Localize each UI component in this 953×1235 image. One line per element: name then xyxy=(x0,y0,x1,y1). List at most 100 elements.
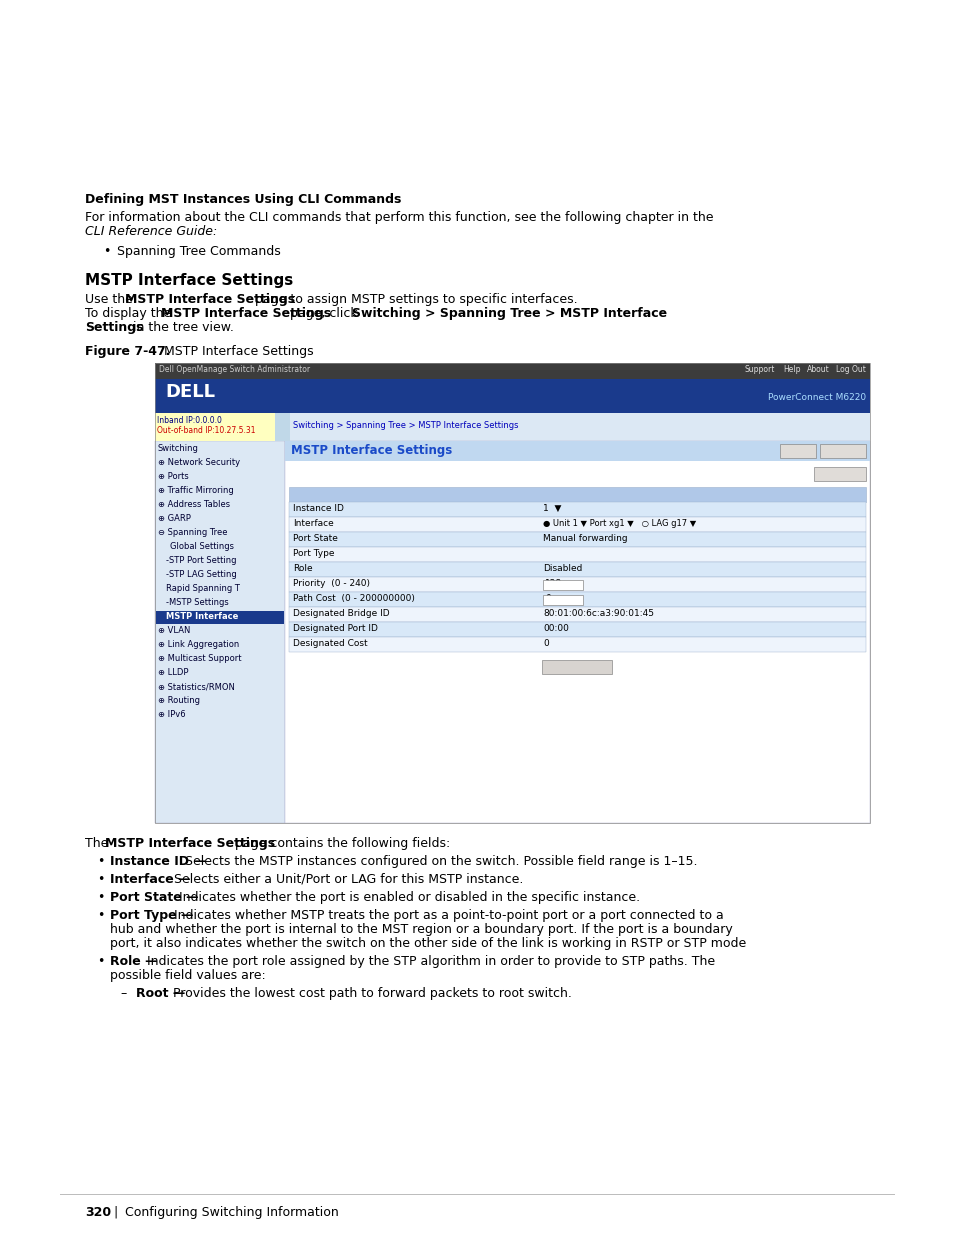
Text: MSTP Interface Settings: MSTP Interface Settings xyxy=(125,293,295,306)
Text: •: • xyxy=(103,245,111,258)
Text: Instance ID: Instance ID xyxy=(293,504,343,513)
Bar xyxy=(285,441,869,823)
Bar xyxy=(289,547,865,562)
Text: Indicates whether the port is enabled or disabled in the specific instance.: Indicates whether the port is enabled or… xyxy=(175,890,639,904)
Text: Interface —: Interface — xyxy=(110,873,191,885)
Text: Indicates the port role assigned by the STP algorithm in order to provide to STP: Indicates the port role assigned by the … xyxy=(143,955,714,968)
Text: -STP Port Setting: -STP Port Setting xyxy=(166,556,236,564)
Bar xyxy=(289,622,865,637)
Text: 128: 128 xyxy=(544,579,561,588)
Text: MSTP Interface Settings: MSTP Interface Settings xyxy=(291,445,452,457)
Text: Global Settings: Global Settings xyxy=(170,542,233,551)
Bar xyxy=(289,637,865,652)
Bar xyxy=(542,595,582,605)
Text: PowerConnect M6220: PowerConnect M6220 xyxy=(767,393,865,403)
Bar xyxy=(289,577,865,592)
Text: possible field values are:: possible field values are: xyxy=(110,969,266,982)
Text: ⊕ Address Tables: ⊕ Address Tables xyxy=(158,500,230,509)
Text: page to assign MSTP settings to specific interfaces.: page to assign MSTP settings to specific… xyxy=(251,293,577,306)
Text: page contains the following fields:: page contains the following fields: xyxy=(231,837,449,850)
Text: Port State —: Port State — xyxy=(110,890,198,904)
Bar xyxy=(813,467,865,480)
Text: Log Out: Log Out xyxy=(835,366,865,374)
Text: Designated Port ID: Designated Port ID xyxy=(293,624,377,634)
Text: Provides the lowest cost path to forward packets to root switch.: Provides the lowest cost path to forward… xyxy=(169,987,571,1000)
Bar xyxy=(154,379,869,412)
Text: 0: 0 xyxy=(542,638,548,648)
Text: Use the: Use the xyxy=(85,293,136,306)
Text: Switching > Spanning Tree > MSTP Interface Settings: Switching > Spanning Tree > MSTP Interfa… xyxy=(293,421,518,430)
Text: Show All: Show All xyxy=(821,468,857,477)
Text: •: • xyxy=(97,855,104,868)
Text: ⊕ Traffic Mirroring: ⊕ Traffic Mirroring xyxy=(158,487,233,495)
Text: ⊕ Statistics/RMON: ⊕ Statistics/RMON xyxy=(158,682,234,692)
Text: MSTP Interface Settings: MSTP Interface Settings xyxy=(161,308,331,320)
Text: MSTP Interface: MSTP Interface xyxy=(166,613,238,621)
Text: Port Type —: Port Type — xyxy=(110,909,193,923)
Text: Root —: Root — xyxy=(136,987,185,1000)
Text: Help: Help xyxy=(782,366,800,374)
Bar xyxy=(285,441,869,461)
Text: CLI Reference Guide:: CLI Reference Guide: xyxy=(85,225,217,238)
Text: Manual forwarding: Manual forwarding xyxy=(542,534,627,543)
Text: ⊕ VLAN: ⊕ VLAN xyxy=(158,626,191,635)
Text: The: The xyxy=(85,837,112,850)
Text: ⊕ LLDP: ⊕ LLDP xyxy=(158,668,189,677)
Bar xyxy=(154,412,869,441)
Text: To display the: To display the xyxy=(85,308,175,320)
Text: Print: Print xyxy=(787,445,806,454)
Text: Disabled: Disabled xyxy=(542,564,581,573)
Text: ⊕ Ports: ⊕ Ports xyxy=(158,472,189,480)
Text: ⊕ GARP: ⊕ GARP xyxy=(158,514,191,522)
Bar xyxy=(542,580,582,590)
Text: ⊕ Multicast Support: ⊕ Multicast Support xyxy=(158,655,241,663)
Text: MSTP Interface Settings: MSTP Interface Settings xyxy=(105,837,275,850)
Text: ⊕ Network Security: ⊕ Network Security xyxy=(158,458,240,467)
Bar xyxy=(289,562,865,577)
Bar xyxy=(156,611,284,624)
Bar xyxy=(289,606,865,622)
Bar xyxy=(274,412,290,441)
Bar xyxy=(819,445,865,458)
Bar xyxy=(289,532,865,547)
Text: in the tree view.: in the tree view. xyxy=(129,321,233,333)
Bar xyxy=(542,659,612,674)
Bar xyxy=(154,363,869,823)
Text: About: About xyxy=(806,366,828,374)
Text: Interface: Interface xyxy=(293,519,334,529)
Text: ⊕ IPv6: ⊕ IPv6 xyxy=(158,710,186,719)
Bar xyxy=(289,487,865,501)
Text: 80:01:00:6c:a3:90:01:45: 80:01:00:6c:a3:90:01:45 xyxy=(542,609,653,618)
Text: MSTP Interface Settings: MSTP Interface Settings xyxy=(85,273,293,288)
Text: Spanning Tree Commands: Spanning Tree Commands xyxy=(117,245,280,258)
Bar xyxy=(289,517,865,532)
Text: port, it also indicates whether the switch on the other side of the link is work: port, it also indicates whether the swit… xyxy=(110,937,745,950)
Text: Defining MST Instances Using CLI Commands: Defining MST Instances Using CLI Command… xyxy=(85,193,401,206)
Text: Rapid Spanning T: Rapid Spanning T xyxy=(166,584,239,593)
Text: 1  ▼: 1 ▼ xyxy=(542,504,560,513)
Text: Refresh: Refresh xyxy=(826,445,858,454)
Text: -MSTP Settings: -MSTP Settings xyxy=(166,598,229,606)
Text: Dell OpenManage Switch Administrator: Dell OpenManage Switch Administrator xyxy=(159,366,310,374)
Text: Switching > Spanning Tree > MSTP Interface: Switching > Spanning Tree > MSTP Interfa… xyxy=(352,308,666,320)
Bar xyxy=(289,501,865,517)
Text: •: • xyxy=(97,909,104,923)
Text: Designated Bridge ID: Designated Bridge ID xyxy=(293,609,389,618)
Bar xyxy=(289,592,865,606)
Text: Indicates whether MSTP treats the port as a point-to-point port or a port connec: Indicates whether MSTP treats the port a… xyxy=(170,909,723,923)
Text: Port Type: Port Type xyxy=(293,550,335,558)
Bar xyxy=(154,441,285,823)
Text: Switching: Switching xyxy=(158,445,198,453)
Text: |: | xyxy=(112,1207,117,1219)
Text: Figure 7-47.: Figure 7-47. xyxy=(85,345,171,358)
Text: Inband IP:0.0.0.0: Inband IP:0.0.0.0 xyxy=(157,416,222,425)
Text: Apply Changes: Apply Changes xyxy=(543,661,611,671)
Text: Path Cost  (0 - 200000000): Path Cost (0 - 200000000) xyxy=(293,594,415,603)
Text: Designated Cost: Designated Cost xyxy=(293,638,367,648)
Text: Port State: Port State xyxy=(293,534,337,543)
Text: MSTP Interface Settings: MSTP Interface Settings xyxy=(148,345,314,358)
Text: Out-of-band IP:10.27.5.31: Out-of-band IP:10.27.5.31 xyxy=(157,426,255,435)
Text: Priority  (0 - 240): Priority (0 - 240) xyxy=(293,579,370,588)
Bar xyxy=(779,445,815,458)
Text: Role: Role xyxy=(293,564,313,573)
